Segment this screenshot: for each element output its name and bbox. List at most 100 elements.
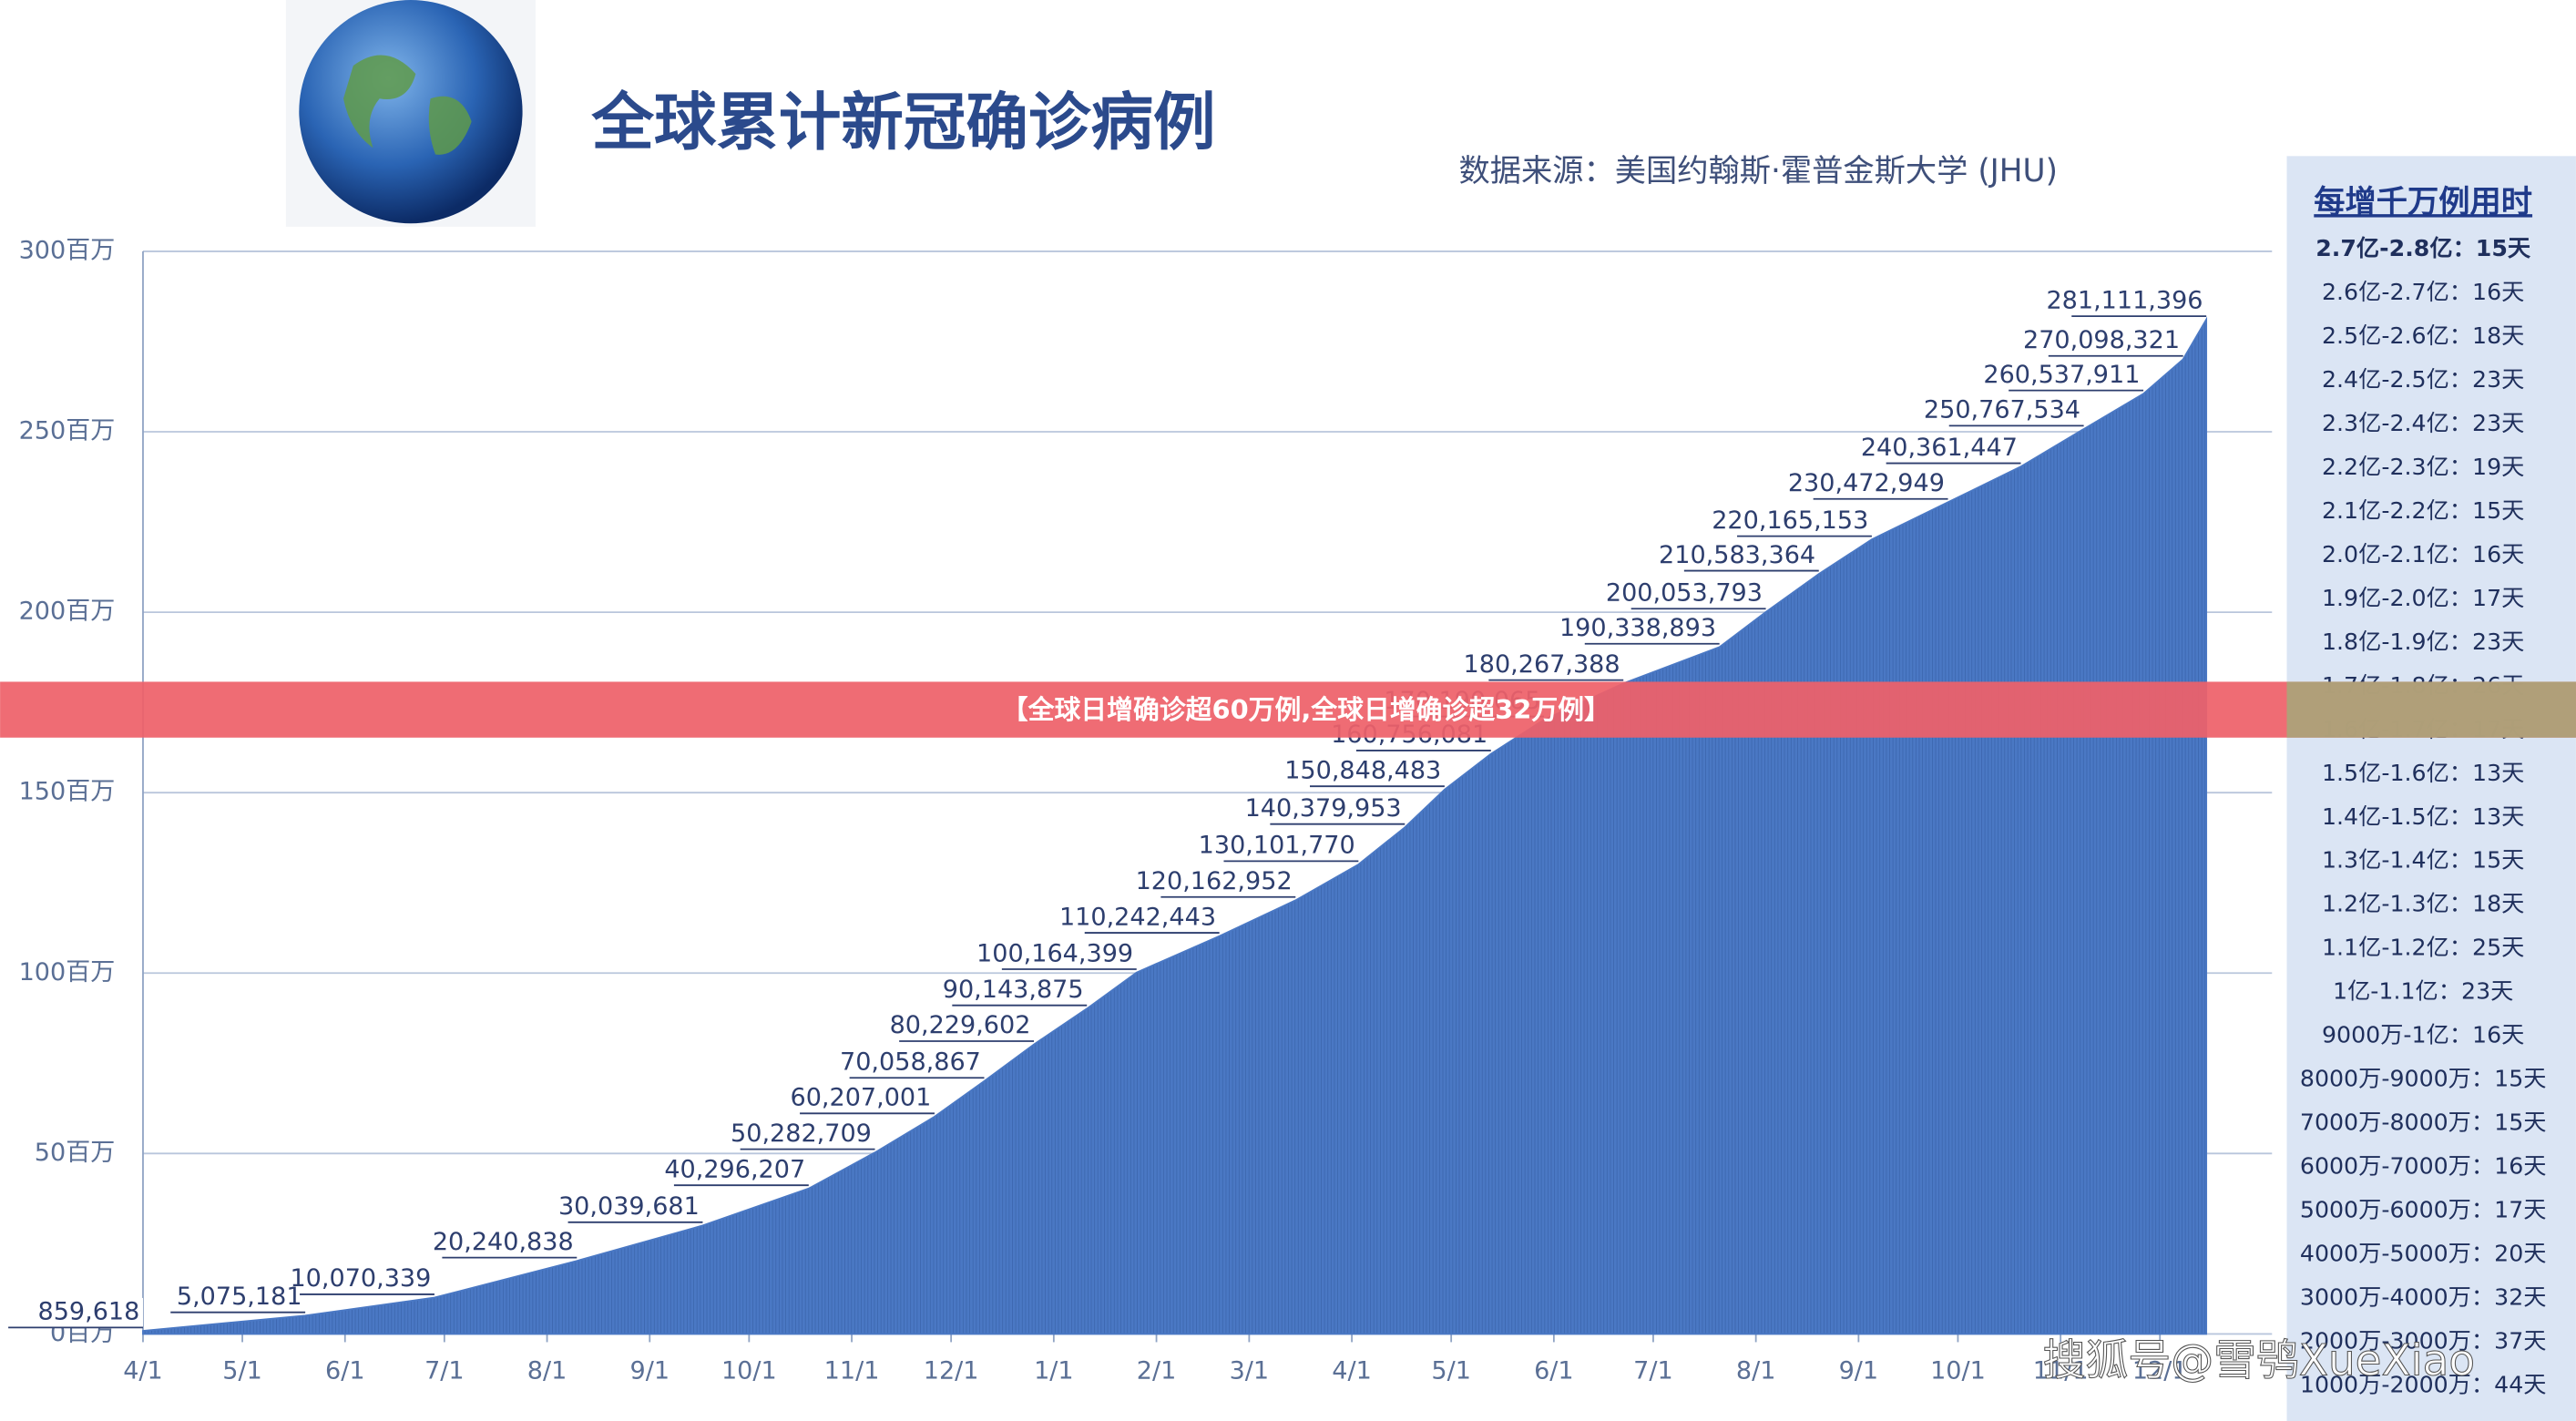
value-label-box <box>1488 650 1624 680</box>
sidebar-row: 1.8亿-1.9亿：23天 <box>2322 629 2524 655</box>
value-label-box <box>1310 756 1445 787</box>
sidebar-row: 7000万-8000万：15天 <box>2300 1109 2547 1136</box>
source: 数据来源：美国约翰斯·霍普金斯大学 (JHU) <box>1459 153 2058 189</box>
sidebar-row: 1.3亿-1.4亿：15天 <box>2322 847 2524 874</box>
value-label-box <box>673 1155 809 1186</box>
value-label-box <box>1630 578 1766 609</box>
x-tick-label: 8/1 <box>527 1356 567 1385</box>
sidebar-row: 2.3亿-2.4亿：23天 <box>2322 410 2524 436</box>
banner <box>0 681 2576 738</box>
value-label-box <box>849 1048 985 1079</box>
sidebar-row: 2.0亿-2.1亿：16天 <box>2322 541 2524 567</box>
value-label: 270,098,321 <box>2023 326 2180 354</box>
x-tick-label: 1/1 <box>1034 1356 1074 1385</box>
value-label-box <box>899 1011 1035 1041</box>
value-label-box <box>567 1192 703 1222</box>
x-tick-label: 6/1 <box>325 1356 365 1385</box>
value-label-box <box>8 1297 143 1328</box>
x-tick-label: 10/1 <box>1930 1356 1986 1385</box>
x-tick-label: 9/1 <box>1839 1356 1879 1385</box>
value-label: 120,162,952 <box>1136 867 1293 895</box>
value-label-box <box>800 1083 935 1114</box>
value-label: 260,537,911 <box>1983 361 2140 389</box>
value-label: 200,053,793 <box>1606 579 1763 608</box>
value-label-box <box>442 1228 578 1258</box>
sidebar-row: 6000万-7000万：16天 <box>2300 1153 2547 1180</box>
sidebar-row: 2.5亿-2.6亿：18天 <box>2322 322 2524 349</box>
value-label: 5,075,181 <box>177 1283 302 1311</box>
value-label: 250,767,534 <box>1924 396 2080 424</box>
value-label-box <box>1084 903 1220 934</box>
x-tick-label: 4/1 <box>1332 1356 1372 1385</box>
sidebar-row: 5000万-6000万：17天 <box>2300 1197 2547 1223</box>
sidebar <box>2286 156 2576 1421</box>
y-tick-label: 200百万 <box>19 598 116 626</box>
sidebar-row: 2.6亿-2.7亿：16天 <box>2322 279 2524 305</box>
sidebar-row: 1.1亿-1.2亿：25天 <box>2322 935 2524 961</box>
value-label-box <box>1813 469 1948 499</box>
value-label: 130,101,770 <box>1199 832 1355 860</box>
sidebar-row: 2000万-3000万：37天 <box>2300 1327 2547 1354</box>
value-label: 190,338,893 <box>1559 614 1716 642</box>
x-tick-label: 7/1 <box>424 1356 465 1385</box>
value-label: 60,207,001 <box>790 1084 931 1112</box>
value-label: 859,618 <box>38 1298 140 1326</box>
sidebar-row: 1亿-1.1亿：23天 <box>2333 978 2513 1005</box>
value-label: 100,164,399 <box>976 939 1133 967</box>
sidebar-row: 1.2亿-1.3亿：18天 <box>2322 891 2524 917</box>
sidebar-row: 2.7亿-2.8亿：15天 <box>2315 235 2531 261</box>
y-tick-label: 100百万 <box>19 958 116 987</box>
value-label: 150,848,483 <box>1284 756 1441 784</box>
chart-title: 全球累计新冠确诊病例 <box>590 87 1215 159</box>
value-label-box <box>2071 286 2207 317</box>
x-tick-label: 5/1 <box>222 1356 262 1385</box>
sidebar-row: 1000万-2000万：44天 <box>2300 1371 2547 1397</box>
value-label: 220,165,153 <box>1712 506 1868 535</box>
x-tick-label: 11/1 <box>824 1356 880 1385</box>
banner-side <box>2286 681 2576 738</box>
value-label-box <box>1948 395 2084 426</box>
value-label-box <box>1737 506 1872 537</box>
sidebar-row: 3000万-4000万：32天 <box>2300 1283 2547 1310</box>
sidebar-row: 8000万-9000万：15天 <box>2300 1066 2547 1092</box>
value-label: 240,361,447 <box>1861 434 2018 462</box>
value-label: 281,111,396 <box>2046 286 2203 314</box>
value-label-box <box>2048 326 2183 356</box>
sidebar-title: 每增千万例用时 <box>2314 184 2532 220</box>
value-label: 110,242,443 <box>1059 903 1216 931</box>
sidebar-row: 2.4亿-2.5亿：23天 <box>2322 366 2524 393</box>
value-label-box <box>170 1283 306 1313</box>
x-tick-label: 2/1 <box>1137 1356 1177 1385</box>
x-tick-label: 12/1 <box>2132 1356 2188 1385</box>
value-label-box <box>1584 614 1720 644</box>
watermark: 搜狐号@雪鸮XueXiao <box>2043 1335 2475 1385</box>
x-tick-label: 3/1 <box>1230 1356 1270 1385</box>
y-tick-label: 50百万 <box>35 1139 116 1167</box>
sidebar-row: 1.9亿-2.0亿：17天 <box>2322 585 2524 611</box>
globe-land <box>343 55 472 155</box>
sidebar-rows: 2.7亿-2.8亿：15天 2.6亿-2.7亿：16天 2.5亿-2.6亿：18天 2… <box>2300 235 2547 1397</box>
value-label-box <box>300 1264 434 1294</box>
x-tick-label: 11/1 <box>2033 1356 2089 1385</box>
value-label: 210,583,364 <box>1659 541 1815 569</box>
area <box>142 316 2208 1335</box>
value-label-box <box>1223 831 1359 862</box>
sidebar-row: 1.5亿-1.6亿：13天 <box>2322 760 2524 786</box>
sidebar-row: 9000万-1亿：16天 <box>2322 1022 2524 1048</box>
value-label: 40,296,207 <box>664 1155 805 1183</box>
sidebar-row: 1.4亿-1.5亿：13天 <box>2322 803 2524 830</box>
x-tick-label: 12/1 <box>924 1356 979 1385</box>
value-label-box <box>1683 541 1819 571</box>
value-label: 20,240,838 <box>433 1228 574 1256</box>
banner-text: 【全球日增确诊超60万例,全球日增确诊超32万例】 <box>1002 694 1610 725</box>
value-label: 230,472,949 <box>1788 469 1945 497</box>
x-tick-label: 9/1 <box>630 1356 670 1385</box>
x-tick-label: 10/1 <box>721 1356 777 1385</box>
value-label-box <box>952 976 1088 1006</box>
x-tick-label: 8/1 <box>1736 1356 1776 1385</box>
sidebar-row: 2.2亿-2.3亿：19天 <box>2322 454 2524 480</box>
value-label: 140,379,953 <box>1245 794 1402 823</box>
